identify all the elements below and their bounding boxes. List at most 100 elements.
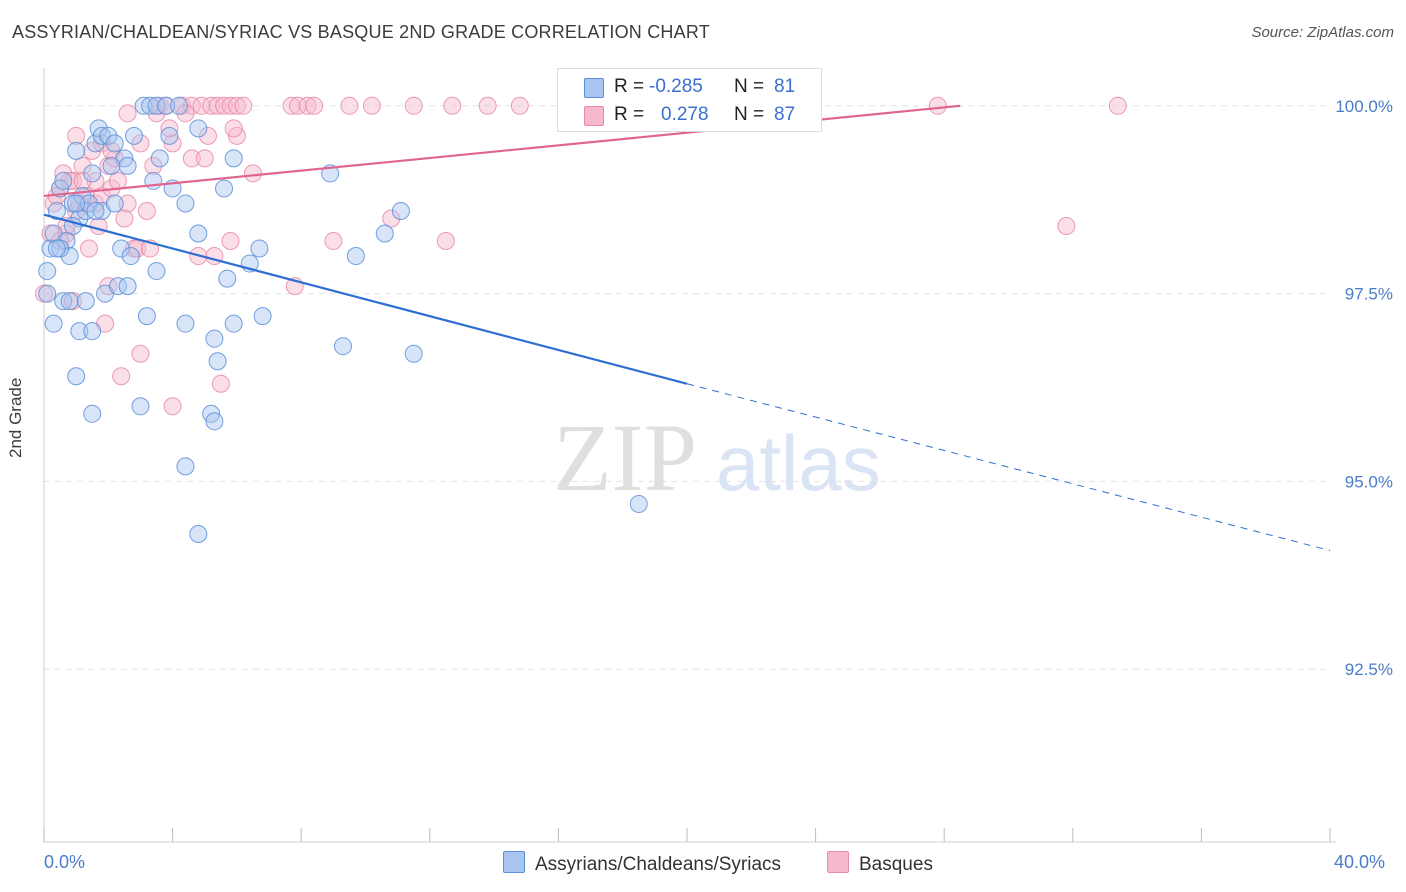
basques-point	[73, 171, 92, 190]
assyrians-point	[134, 96, 153, 115]
assyrians-point	[67, 194, 86, 213]
assyrians-point	[404, 344, 423, 363]
y-tick-label: 97.5%	[1345, 285, 1393, 304]
basques-point	[163, 397, 182, 416]
basques-point	[57, 224, 76, 243]
basques-point	[131, 134, 150, 153]
basques-point	[67, 126, 86, 145]
assyrians-point	[176, 457, 195, 476]
assyrians-point	[375, 224, 394, 243]
assyrians-point	[170, 96, 189, 115]
assyrians-point	[70, 322, 89, 341]
assyrians-point	[57, 232, 76, 251]
watermark-atlas: atlas	[716, 419, 881, 507]
assyrians-point	[47, 201, 66, 220]
basques-point	[115, 209, 134, 228]
basques-point	[195, 149, 214, 168]
assyrians-point	[112, 239, 131, 258]
x-axis-max-label: 40.0%	[1334, 852, 1386, 872]
assyrians-point	[346, 247, 365, 266]
assyrians-point	[67, 141, 86, 160]
legend-swatch-pink	[584, 106, 604, 126]
assyrians-point	[54, 171, 73, 190]
assyrians-point	[131, 397, 150, 416]
basques-point	[176, 104, 195, 123]
bottom-legend-assyrians[interactable]: Assyrians/Chaldeans/Syriacs	[503, 851, 781, 876]
assyrians-point	[218, 269, 237, 288]
basques-point	[243, 164, 262, 183]
assyrians-point	[205, 329, 224, 348]
assyrians-point	[118, 277, 137, 296]
assyrians-point	[189, 119, 208, 138]
assyrians-point	[38, 284, 57, 303]
assyrians-point	[86, 201, 105, 220]
assyrians-point	[157, 96, 176, 115]
basques-point	[510, 96, 529, 115]
basques-point	[73, 156, 92, 175]
legend-r-label: R =	[614, 104, 645, 125]
basques-point	[382, 209, 401, 228]
assyrians-point	[189, 525, 208, 543]
assyrians-point	[141, 96, 160, 115]
assyrians-point	[54, 292, 73, 311]
y-tick-label: 95.0%	[1345, 472, 1393, 491]
watermark: ZIP atlas	[553, 404, 881, 511]
y-tick-label: 92.5%	[1345, 660, 1393, 679]
legend-row-assyrians: R = -0.285 N = 81	[558, 74, 821, 100]
assyrians-point	[102, 156, 121, 175]
assyrians-point	[250, 239, 269, 258]
assyrians-point	[60, 292, 79, 311]
basques-point	[221, 96, 240, 115]
assyrians-point	[121, 247, 140, 266]
basques-point	[208, 96, 227, 115]
assyrians-point	[333, 337, 352, 356]
basques-point	[436, 232, 455, 251]
basques-point	[112, 367, 131, 386]
assyrians-point	[125, 126, 144, 145]
assyrians-point	[160, 126, 179, 145]
assyrians-point	[105, 194, 124, 213]
assyrians-point	[83, 404, 102, 423]
axes	[43, 68, 1336, 843]
basques-point	[108, 171, 127, 190]
assyrians-point	[67, 367, 86, 386]
basques-point	[131, 344, 150, 363]
x-axis-min-label: 0.0%	[44, 852, 86, 872]
assyrians-point	[215, 179, 234, 198]
legend-r-value-pink: 0.278	[661, 104, 709, 125]
basques-point	[60, 171, 79, 190]
assyrians-point	[99, 126, 118, 145]
basques-point	[224, 119, 243, 138]
assyrians-point	[137, 307, 156, 326]
legend-row-basques: R = 0.278 N = 87	[558, 102, 821, 128]
basques-point	[118, 194, 137, 213]
bottom-legend-basques[interactable]: Basques	[827, 851, 933, 876]
basques-point	[443, 96, 462, 115]
y-tick-label: 100.0%	[1335, 97, 1393, 116]
basques-point	[89, 217, 108, 235]
basques-point	[144, 156, 163, 175]
basques-point	[137, 201, 156, 220]
legend-n-label: N =	[734, 76, 765, 97]
assyrians-point	[176, 194, 195, 213]
assyrians-point	[76, 292, 95, 311]
basques-point	[182, 149, 201, 168]
assyrians-point	[83, 322, 102, 341]
assyrians-point	[205, 412, 224, 431]
assyrians-point	[147, 96, 166, 115]
bottom-legend-swatch-pink	[827, 851, 849, 873]
stats-legend: R = -0.285 N = 81 R = 0.278 N = 87	[557, 68, 822, 132]
assyrians-point	[41, 239, 60, 258]
bottom-legend-label-assyrians: Assyrians/Chaldeans/Syriacs	[535, 854, 782, 875]
basques-point	[478, 96, 497, 115]
basques-point	[227, 96, 246, 115]
basques-point	[288, 96, 307, 115]
basques-point	[118, 104, 137, 123]
grid-lines	[44, 105, 1330, 670]
basques-point	[1108, 96, 1127, 115]
basques-point	[234, 96, 253, 115]
y-tick-labels: 100.0% 97.5% 95.0% 92.5%	[1335, 97, 1393, 679]
basques-point	[202, 96, 221, 115]
assyrians-trend-extension	[686, 383, 1331, 552]
